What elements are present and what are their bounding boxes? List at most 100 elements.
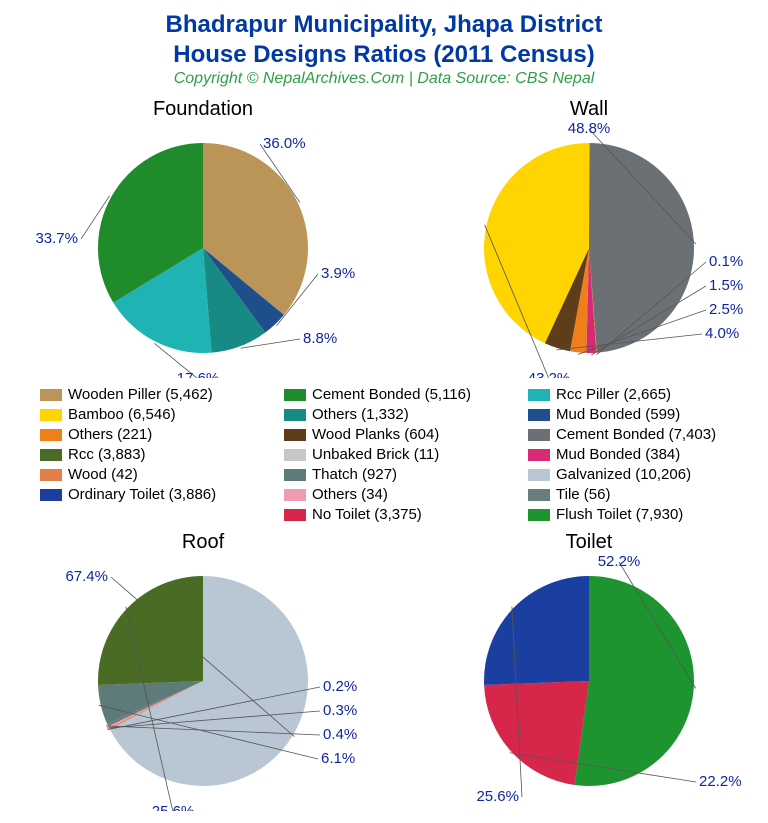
toilet-chart-cell: Toilet 52.2% 22.2% 25.6% <box>396 529 768 813</box>
legend-item: Wood (42) <box>40 466 264 483</box>
pie-slice <box>575 576 694 786</box>
pct-label: 2.5% <box>709 301 743 318</box>
legend-swatch <box>40 429 62 441</box>
legend-swatch <box>528 489 550 501</box>
charts-grid: Foundation 36.0%3.9%8.8%17.6%33.7% Wall … <box>10 96 758 813</box>
legend-item: Mud Bonded (384) <box>528 446 752 463</box>
legend-label: Others (34) <box>312 486 388 503</box>
legend-label: Thatch (927) <box>312 466 397 483</box>
legend-swatch <box>528 449 550 461</box>
legend-item: Rcc (3,883) <box>40 446 264 463</box>
legend-label: Others (221) <box>68 426 152 443</box>
pct-label: 4.0% <box>705 325 739 342</box>
foundation-chart-title: Foundation <box>153 98 253 121</box>
legend-label: Rcc (3,883) <box>68 446 146 463</box>
wall-pie-chart: 48.8% 0.1% 1.5% 2.5% 4.0% 43.2% <box>404 123 768 378</box>
legend-label: Wood Planks (604) <box>312 426 439 443</box>
legend-swatch <box>40 449 62 461</box>
legend-item: Others (221) <box>40 426 264 443</box>
pct-label: 43.2% <box>528 370 571 378</box>
pct-label: 48.8% <box>568 123 611 137</box>
legend-item: Mud Bonded (599) <box>528 406 752 423</box>
legend-swatch <box>528 509 550 521</box>
legend-column: Cement Bonded (5,116) Others (1,332) Wood … <box>284 386 508 523</box>
legend-item: Tile (56) <box>528 486 752 503</box>
legend-swatch <box>40 469 62 481</box>
legend-swatch <box>284 449 306 461</box>
roof-chart-title: Roof <box>182 531 224 554</box>
pct-label: 6.1% <box>321 750 355 767</box>
pct-label: 1.5% <box>709 277 743 294</box>
pct-label: 3.9% <box>321 265 355 282</box>
roof-pie-chart: 67.4%0.2%0.3%0.4%6.1%25.6% <box>18 556 388 811</box>
legend-item: Cement Bonded (7,403) <box>528 426 752 443</box>
pct-label: 0.1% <box>709 253 743 270</box>
legend-swatch <box>528 469 550 481</box>
legend-item: Wood Planks (604) <box>284 426 508 443</box>
legend-item: Ordinary Toilet (3,886) <box>40 486 264 503</box>
toilet-pie-chart: 52.2% 22.2% 25.6% <box>404 556 768 811</box>
legend-swatch <box>528 429 550 441</box>
legend-label: Tile (56) <box>556 486 610 503</box>
legend-label: Ordinary Toilet (3,886) <box>68 486 216 503</box>
legend-swatch <box>284 429 306 441</box>
pct-label: 8.8% <box>303 330 337 347</box>
legend-item: No Toilet (3,375) <box>284 506 508 523</box>
toilet-chart-title: Toilet <box>566 531 613 554</box>
chart-main-title: Bhadrapur Municipality, Jhapa District H… <box>10 10 758 70</box>
legend-label: Galvanized (10,206) <box>556 466 691 483</box>
legend-label: Cement Bonded (7,403) <box>556 426 716 443</box>
legend-swatch <box>284 469 306 481</box>
pct-label: 36.0% <box>263 135 306 152</box>
wall-chart-title: Wall <box>570 98 608 121</box>
pct-label: 17.6% <box>177 370 220 378</box>
legend-item: Wooden Piller (5,462) <box>40 386 264 403</box>
legend-item: Galvanized (10,206) <box>528 466 752 483</box>
legend-swatch <box>40 389 62 401</box>
legend-column: Wooden Piller (5,462) Bamboo (6,546) Other… <box>40 386 264 523</box>
legend-column: Rcc Piller (2,665) Mud Bonded (599) Cement… <box>528 386 752 523</box>
legend-label: Wooden Piller (5,462) <box>68 386 213 403</box>
legend-section: Wooden Piller (5,462) Bamboo (6,546) Other… <box>10 380 768 529</box>
legend-item: Flush Toilet (7,930) <box>528 506 752 523</box>
legend-item: Rcc Piller (2,665) <box>528 386 752 403</box>
pie-slice <box>484 576 589 685</box>
legend-label: Bamboo (6,546) <box>68 406 176 423</box>
legend-swatch <box>40 489 62 501</box>
pct-label: 22.2% <box>699 773 742 790</box>
legend-label: Cement Bonded (5,116) <box>312 386 471 403</box>
legend-label: Mud Bonded (384) <box>556 446 680 463</box>
legend-swatch <box>284 409 306 421</box>
pct-label: 0.4% <box>323 726 357 743</box>
legend-item: Others (34) <box>284 486 508 503</box>
legend-item: Thatch (927) <box>284 466 508 483</box>
legend-item: Unbaked Brick (11) <box>284 446 508 463</box>
pct-label: 0.3% <box>323 702 357 719</box>
pct-label: 52.2% <box>598 556 641 570</box>
foundation-pie-chart: 36.0% 3.9% 8.8% 17.6% 33.7% <box>18 123 388 378</box>
pct-label: 25.6% <box>476 788 519 805</box>
pie-slice <box>98 576 203 685</box>
legend-swatch <box>40 409 62 421</box>
legend-label: Wood (42) <box>68 466 138 483</box>
legend-item: Others (1,332) <box>284 406 508 423</box>
pct-label: 0.2% <box>323 678 357 695</box>
pie-slice <box>484 681 589 785</box>
legend-swatch <box>528 409 550 421</box>
title-line1: Bhadrapur Municipality, Jhapa District <box>166 11 603 38</box>
legend-swatch <box>284 489 306 501</box>
legend-label: Unbaked Brick (11) <box>312 446 439 463</box>
roof-chart-cell: Roof 67.4%0.2%0.3%0.4%6.1%25.6% <box>10 529 396 813</box>
foundation-chart-cell: Foundation 36.0% 3.9% 8.8% 17.6% 33.7% <box>10 96 396 380</box>
wall-chart-cell: Wall 48.8% 0.1% 1.5% 2.5% 4.0% 43.2% <box>396 96 768 380</box>
title-line2: House Designs Ratios (2011 Census) <box>173 41 594 68</box>
pie-slice <box>589 143 694 353</box>
legend-item: Bamboo (6,546) <box>40 406 264 423</box>
legend-item: Cement Bonded (5,116) <box>284 386 508 403</box>
legend-swatch <box>528 389 550 401</box>
legend-swatch <box>284 389 306 401</box>
pct-label: 67.4% <box>65 568 108 585</box>
pct-label: 33.7% <box>35 230 78 247</box>
legend-label: No Toilet (3,375) <box>312 506 422 523</box>
chart-subtitle: Copyright © NepalArchives.Com | Data Sou… <box>10 70 758 88</box>
